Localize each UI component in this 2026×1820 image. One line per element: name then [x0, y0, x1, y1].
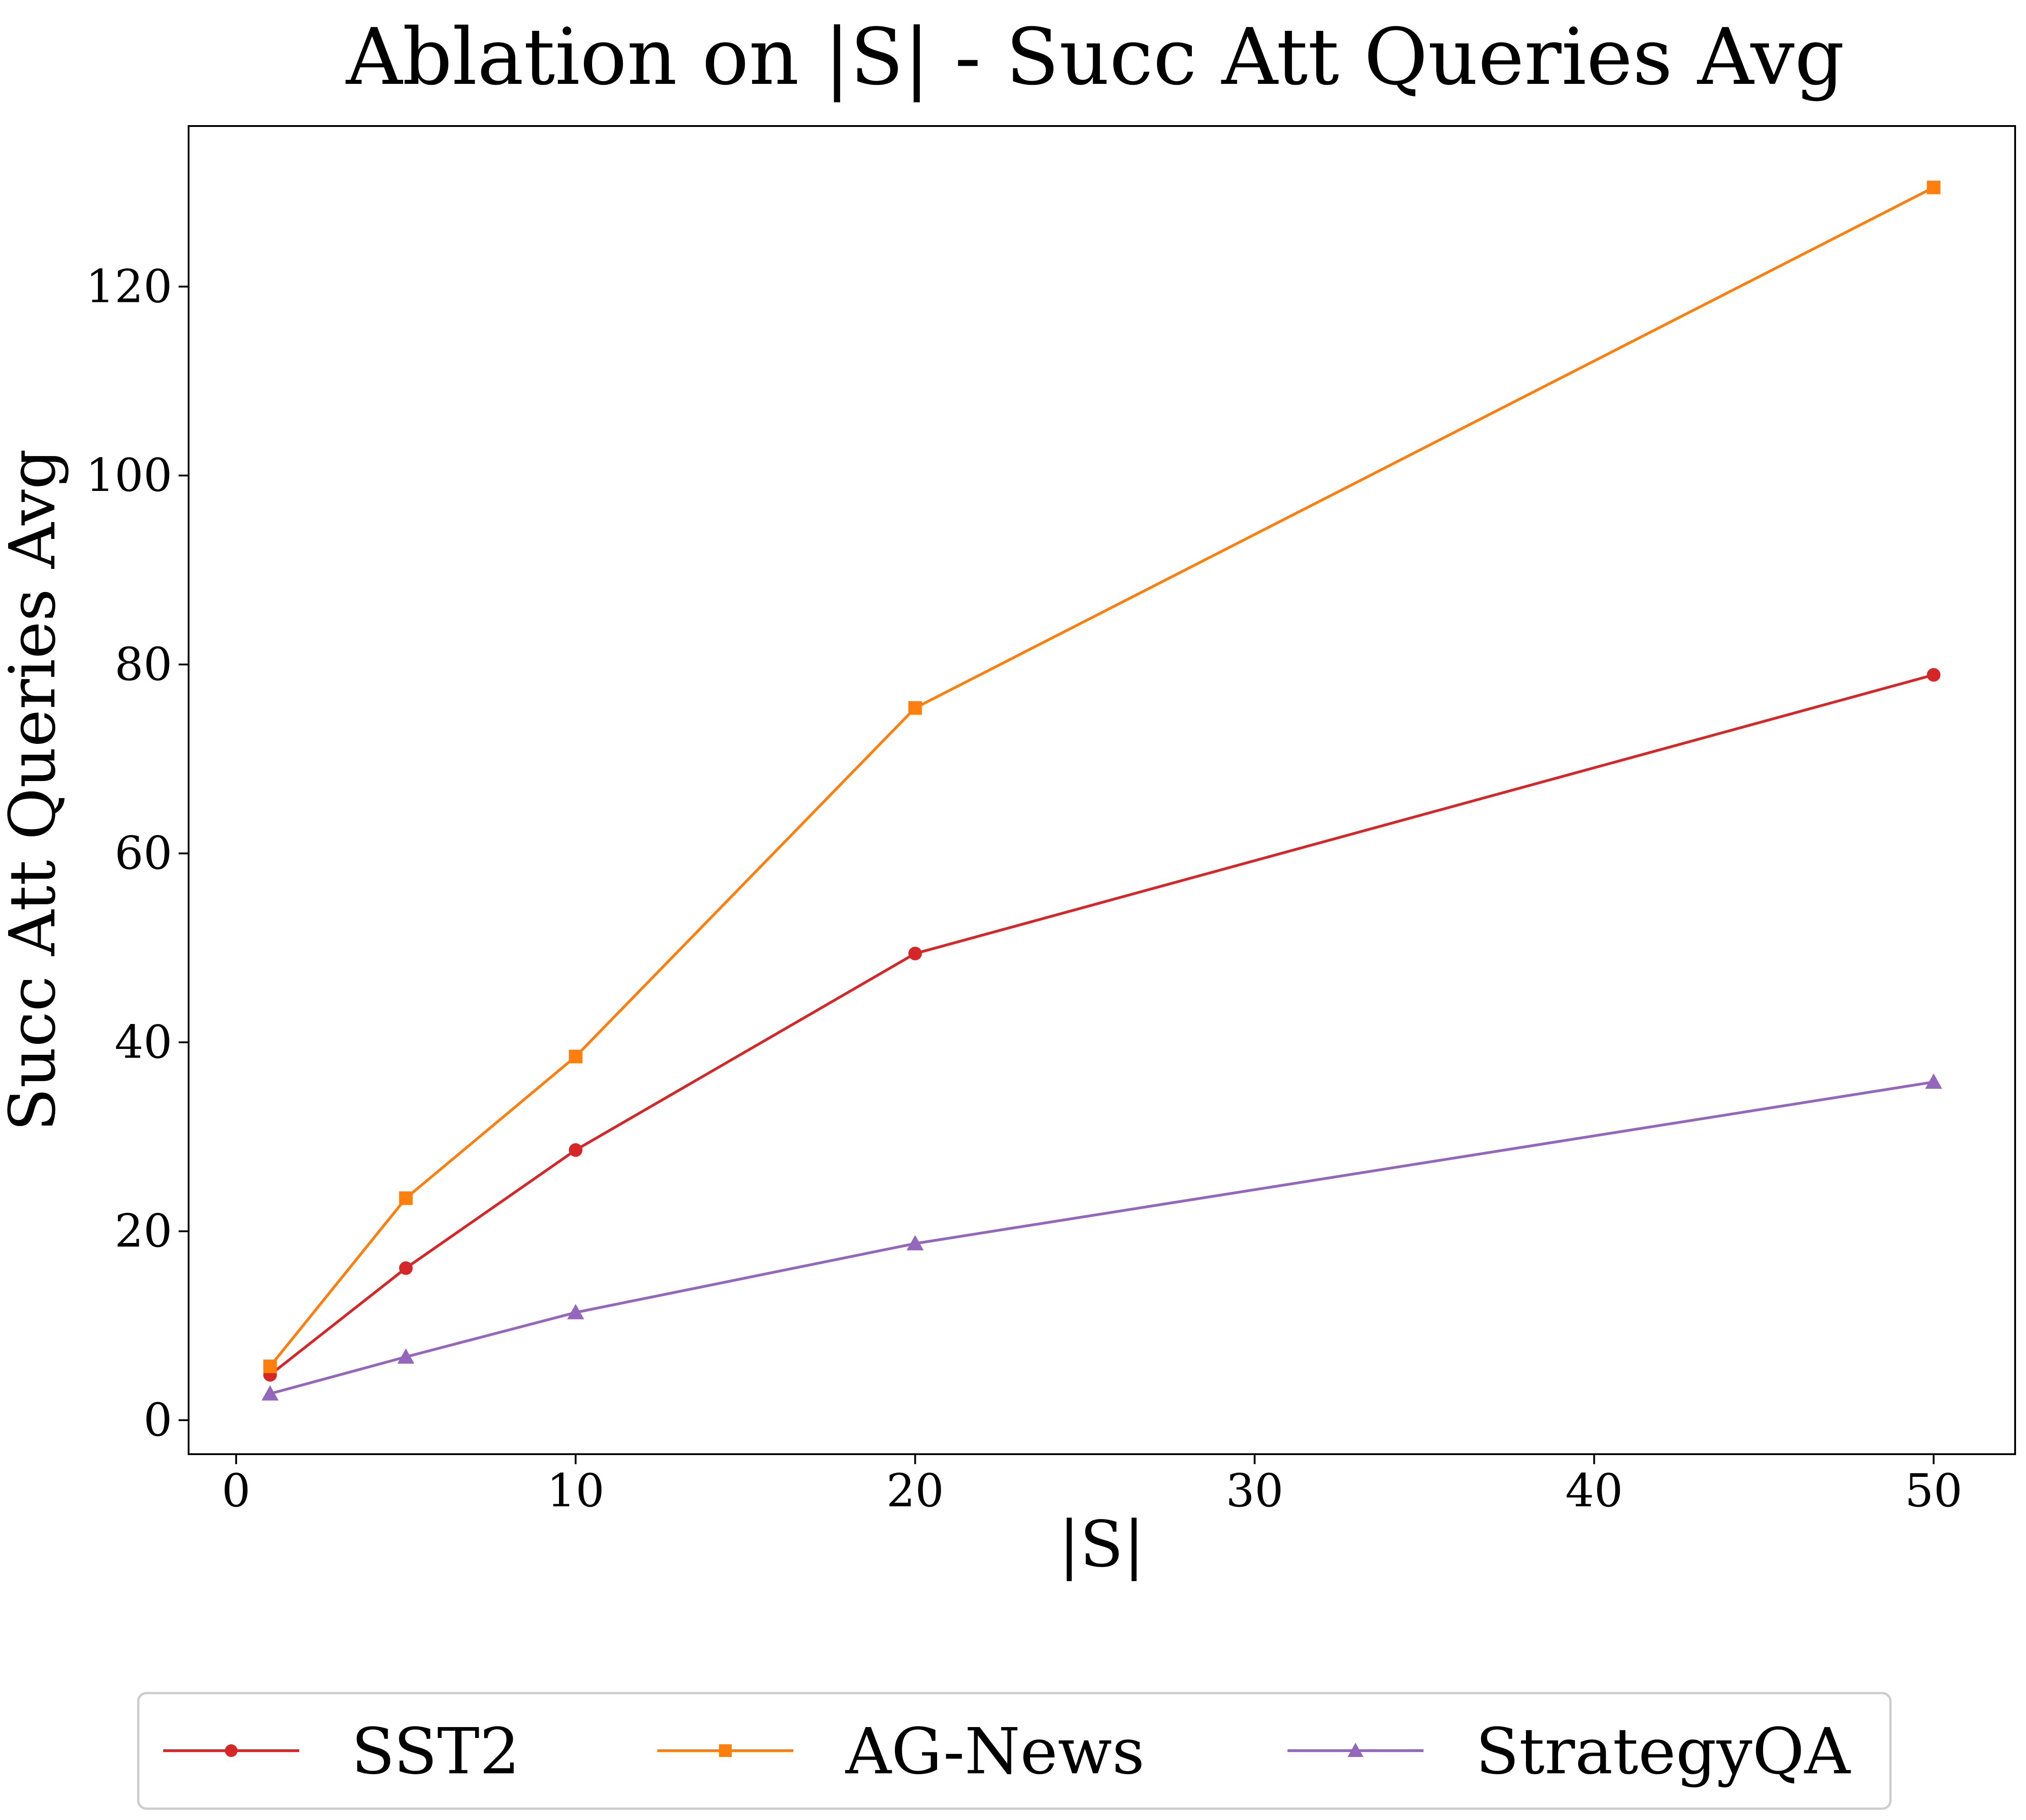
- data-point-strategyqa: [567, 1304, 584, 1320]
- y-tick-label: 80: [115, 638, 172, 691]
- legend-item-ag-news: AG-News: [657, 1715, 1145, 1789]
- legend-marker-strategyqa: [1347, 1742, 1364, 1757]
- y-tick-label: 20: [115, 1204, 172, 1257]
- x-axis-label: |S|: [1059, 1508, 1145, 1582]
- data-point-ag-news: [908, 701, 922, 715]
- legend: SST2 AG-News StrategyQA: [137, 1692, 1892, 1810]
- x-tick-label: 10: [547, 1464, 604, 1517]
- data-point-sst2: [399, 1261, 413, 1275]
- series-sst2: [263, 668, 1941, 1382]
- series-line-sst2: [269, 673, 1934, 1376]
- legend-item-strategyqa: StrategyQA: [1288, 1715, 1851, 1789]
- data-point-sst2: [568, 1143, 583, 1157]
- legend-item-sst2: SST2: [163, 1715, 520, 1789]
- data-point-strategyqa: [397, 1348, 415, 1364]
- series-line-strategyqa: [269, 1080, 1934, 1395]
- data-point-ag-news: [568, 1049, 583, 1063]
- legend-label-sst2: SST2: [351, 1715, 520, 1789]
- plot-frame: [188, 125, 2016, 1455]
- y-tick-label: 120: [86, 260, 172, 313]
- y-tick-label: 100: [86, 449, 172, 502]
- y-axis-label: Succ Att Queries Avg: [0, 449, 70, 1131]
- legend-frame: [137, 1692, 1892, 1810]
- y-tick-label: 40: [115, 1015, 172, 1068]
- series-strategyqa: [261, 1073, 1943, 1401]
- y-tick-label: 0: [143, 1393, 172, 1446]
- data-point-strategyqa: [261, 1385, 279, 1401]
- chart-title: Ablation on |S| - Succ Att Queries Avg: [345, 11, 1844, 102]
- legend-label-ag-news: AG-News: [845, 1715, 1145, 1789]
- legend-marker-sst2: [225, 1744, 238, 1757]
- legend-label-strategyqa: StrategyQA: [1476, 1715, 1851, 1789]
- x-tick-label: 50: [1905, 1464, 1963, 1517]
- data-point-sst2: [1927, 668, 1941, 682]
- data-point-ag-news: [263, 1359, 277, 1373]
- x-tick-label: 0: [222, 1464, 251, 1517]
- y-tick-label: 60: [115, 827, 172, 880]
- data-point-strategyqa: [906, 1235, 924, 1251]
- data-point-sst2: [908, 946, 922, 961]
- x-tick-label: 30: [1226, 1464, 1283, 1517]
- series-ag-news: [263, 180, 1941, 1373]
- legend-marker-ag-news: [719, 1744, 732, 1757]
- data-point-ag-news: [399, 1191, 413, 1205]
- data-point-strategyqa: [1925, 1073, 1943, 1089]
- x-tick-label: 40: [1565, 1464, 1623, 1517]
- x-tick-label: 20: [886, 1464, 944, 1517]
- data-point-ag-news: [1927, 180, 1941, 194]
